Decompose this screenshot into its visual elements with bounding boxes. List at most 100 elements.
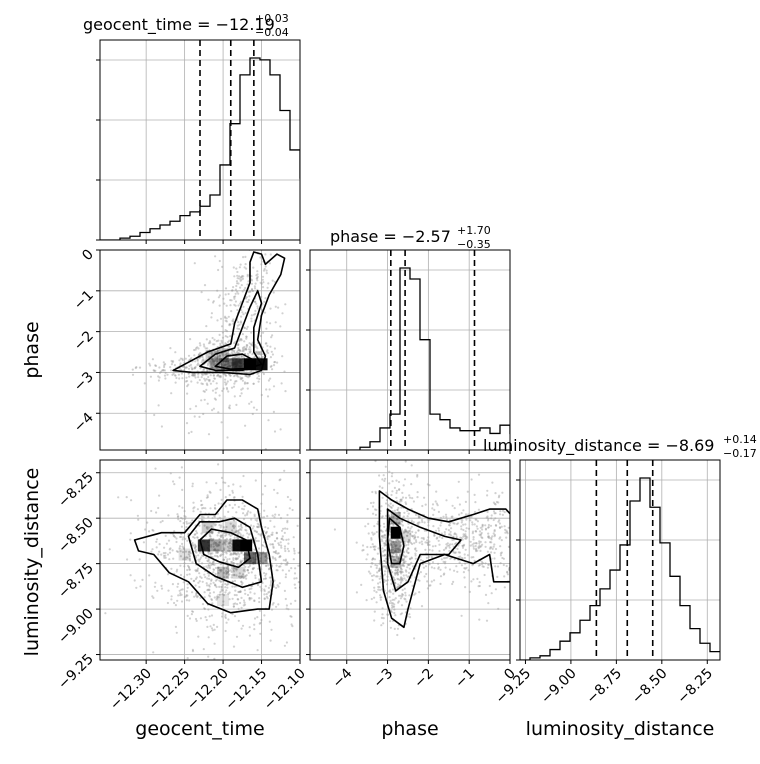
sample-point <box>176 599 179 602</box>
sample-point <box>453 507 456 510</box>
sample-point <box>195 530 198 533</box>
sample-point <box>259 632 262 635</box>
sample-point <box>176 585 179 588</box>
sample-point <box>250 587 253 590</box>
sample-point <box>506 573 509 576</box>
sample-point <box>240 315 243 318</box>
sample-point <box>182 558 185 561</box>
sample-point <box>234 292 237 295</box>
sample-point <box>475 547 478 550</box>
sample-point <box>218 541 221 544</box>
sample-point <box>464 533 467 536</box>
sample-point <box>211 562 214 565</box>
sample-point <box>223 576 226 579</box>
sample-point <box>254 576 257 580</box>
sample-point <box>239 276 242 279</box>
sample-point <box>271 353 274 356</box>
xlabel-geocent-time: geocent_time <box>135 718 264 740</box>
sample-point <box>212 363 215 366</box>
sample-point <box>364 525 367 528</box>
sample-point <box>393 572 396 575</box>
sample-point <box>425 572 428 576</box>
sample-point <box>487 526 490 529</box>
sample-point <box>421 504 424 508</box>
sample-point <box>241 507 244 510</box>
sample-point <box>178 547 181 550</box>
sample-point <box>477 508 480 511</box>
sample-point <box>242 256 245 259</box>
sample-point <box>263 311 267 314</box>
sample-point <box>498 519 501 522</box>
sample-point <box>426 539 429 542</box>
sample-point <box>504 531 507 534</box>
sample-point <box>273 488 276 491</box>
sample-point <box>480 545 483 548</box>
sample-point <box>247 510 250 513</box>
sample-point <box>379 588 382 592</box>
sample-point <box>194 584 197 587</box>
sample-point <box>228 373 231 376</box>
sample-point <box>496 565 500 568</box>
sample-point <box>180 535 183 539</box>
sample-point <box>264 484 267 488</box>
sample-point <box>432 513 435 517</box>
sample-point <box>403 564 406 568</box>
sample-point <box>220 498 223 501</box>
sample-point <box>253 599 256 603</box>
sample-point <box>479 534 482 537</box>
sample-point <box>219 554 222 557</box>
xtick-label-phase-lumdist-0: −4 <box>330 665 356 691</box>
sample-point <box>393 605 396 608</box>
sample-point <box>486 550 489 553</box>
sample-point <box>375 601 378 604</box>
sample-point <box>224 383 227 386</box>
sample-point <box>185 599 188 602</box>
sample-point <box>499 510 502 513</box>
sample-point <box>293 549 296 553</box>
sample-point <box>504 528 507 531</box>
sample-point <box>151 548 154 551</box>
sample-point <box>268 388 271 391</box>
sample-point <box>401 595 404 598</box>
sample-point <box>183 565 186 568</box>
sample-point <box>234 531 237 534</box>
sample-point <box>237 356 240 359</box>
sample-point <box>169 347 172 350</box>
sample-point <box>248 634 251 637</box>
sample-point <box>232 318 235 321</box>
sample-point <box>275 569 278 572</box>
sample-point <box>270 628 273 631</box>
sample-point <box>461 544 464 547</box>
sample-point <box>361 549 364 552</box>
sample-point <box>516 533 518 535</box>
sample-point <box>414 539 418 542</box>
sample-point <box>431 503 435 506</box>
sample-point <box>186 614 189 618</box>
sample-point <box>394 550 397 553</box>
sample-point <box>437 529 441 532</box>
sample-point <box>458 561 461 564</box>
sample-point <box>201 603 205 606</box>
sample-point <box>143 382 146 385</box>
sample-point <box>218 593 221 596</box>
sample-point <box>273 579 276 582</box>
sample-point <box>251 289 255 293</box>
sample-point <box>255 531 259 534</box>
sample-point <box>224 582 227 586</box>
sample-point <box>464 537 467 540</box>
sample-point <box>496 575 499 579</box>
sample-point <box>180 516 183 520</box>
sample-point <box>179 564 182 567</box>
sample-point <box>186 586 189 589</box>
sample-point <box>459 536 462 539</box>
sample-point <box>221 353 225 357</box>
sample-point <box>472 578 475 581</box>
sample-point <box>240 392 243 395</box>
sample-point <box>266 395 270 398</box>
sample-point <box>208 351 211 355</box>
sample-point <box>253 617 257 620</box>
contour-geocent-lumdist-mid <box>187 517 263 589</box>
sample-point <box>271 334 274 337</box>
sample-point <box>420 519 424 522</box>
sample-point <box>250 275 253 278</box>
